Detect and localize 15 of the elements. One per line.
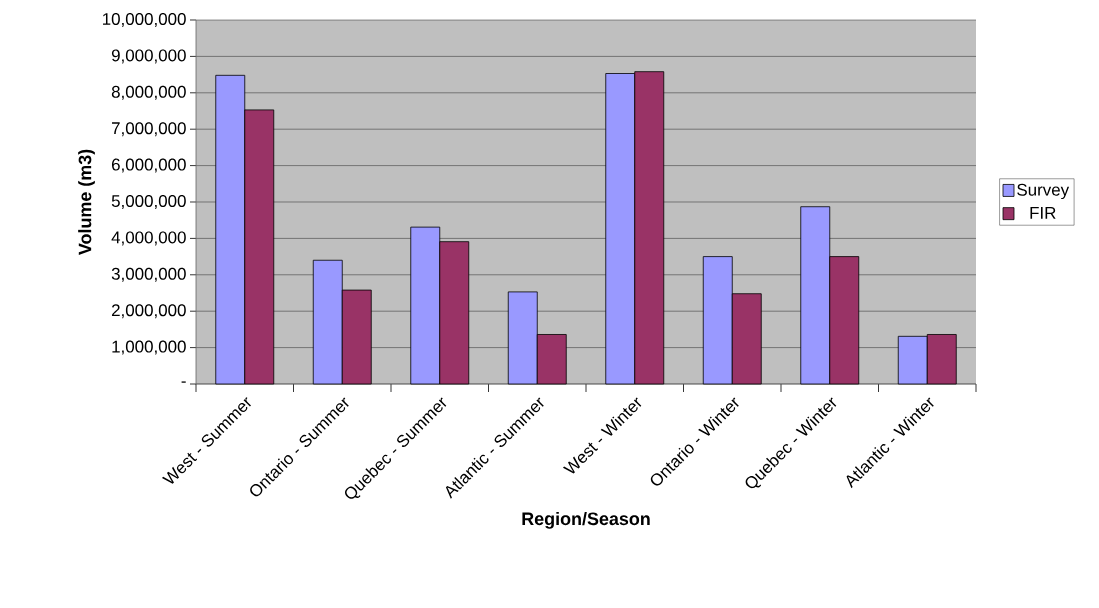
y-tick-label: 3,000,000 (111, 267, 186, 282)
y-tick-label: - (181, 381, 186, 383)
y-tick-label: 6,000,000 (111, 158, 186, 173)
y-tick-label: 7,000,000 (112, 122, 186, 137)
y-tick-label: 5,000,000 (111, 195, 186, 209)
y-tick-label: 2,000,000 (111, 304, 186, 319)
y-tick-label: 4,000,000 (111, 231, 186, 246)
y-axis-title: Volume (m3) (78, 149, 95, 256)
y-tick-label: 10,000,000 (103, 13, 186, 27)
y-tick-label: 1,000,000 (112, 340, 186, 355)
legend-label: Survey (1017, 183, 1070, 200)
y-tick-label: 9,000,000 (111, 49, 186, 64)
legend-label: FIR (1030, 207, 1056, 219)
x-axis-title: Region/Season (522, 511, 650, 529)
y-tick-label: 8,000,000 (111, 85, 186, 100)
